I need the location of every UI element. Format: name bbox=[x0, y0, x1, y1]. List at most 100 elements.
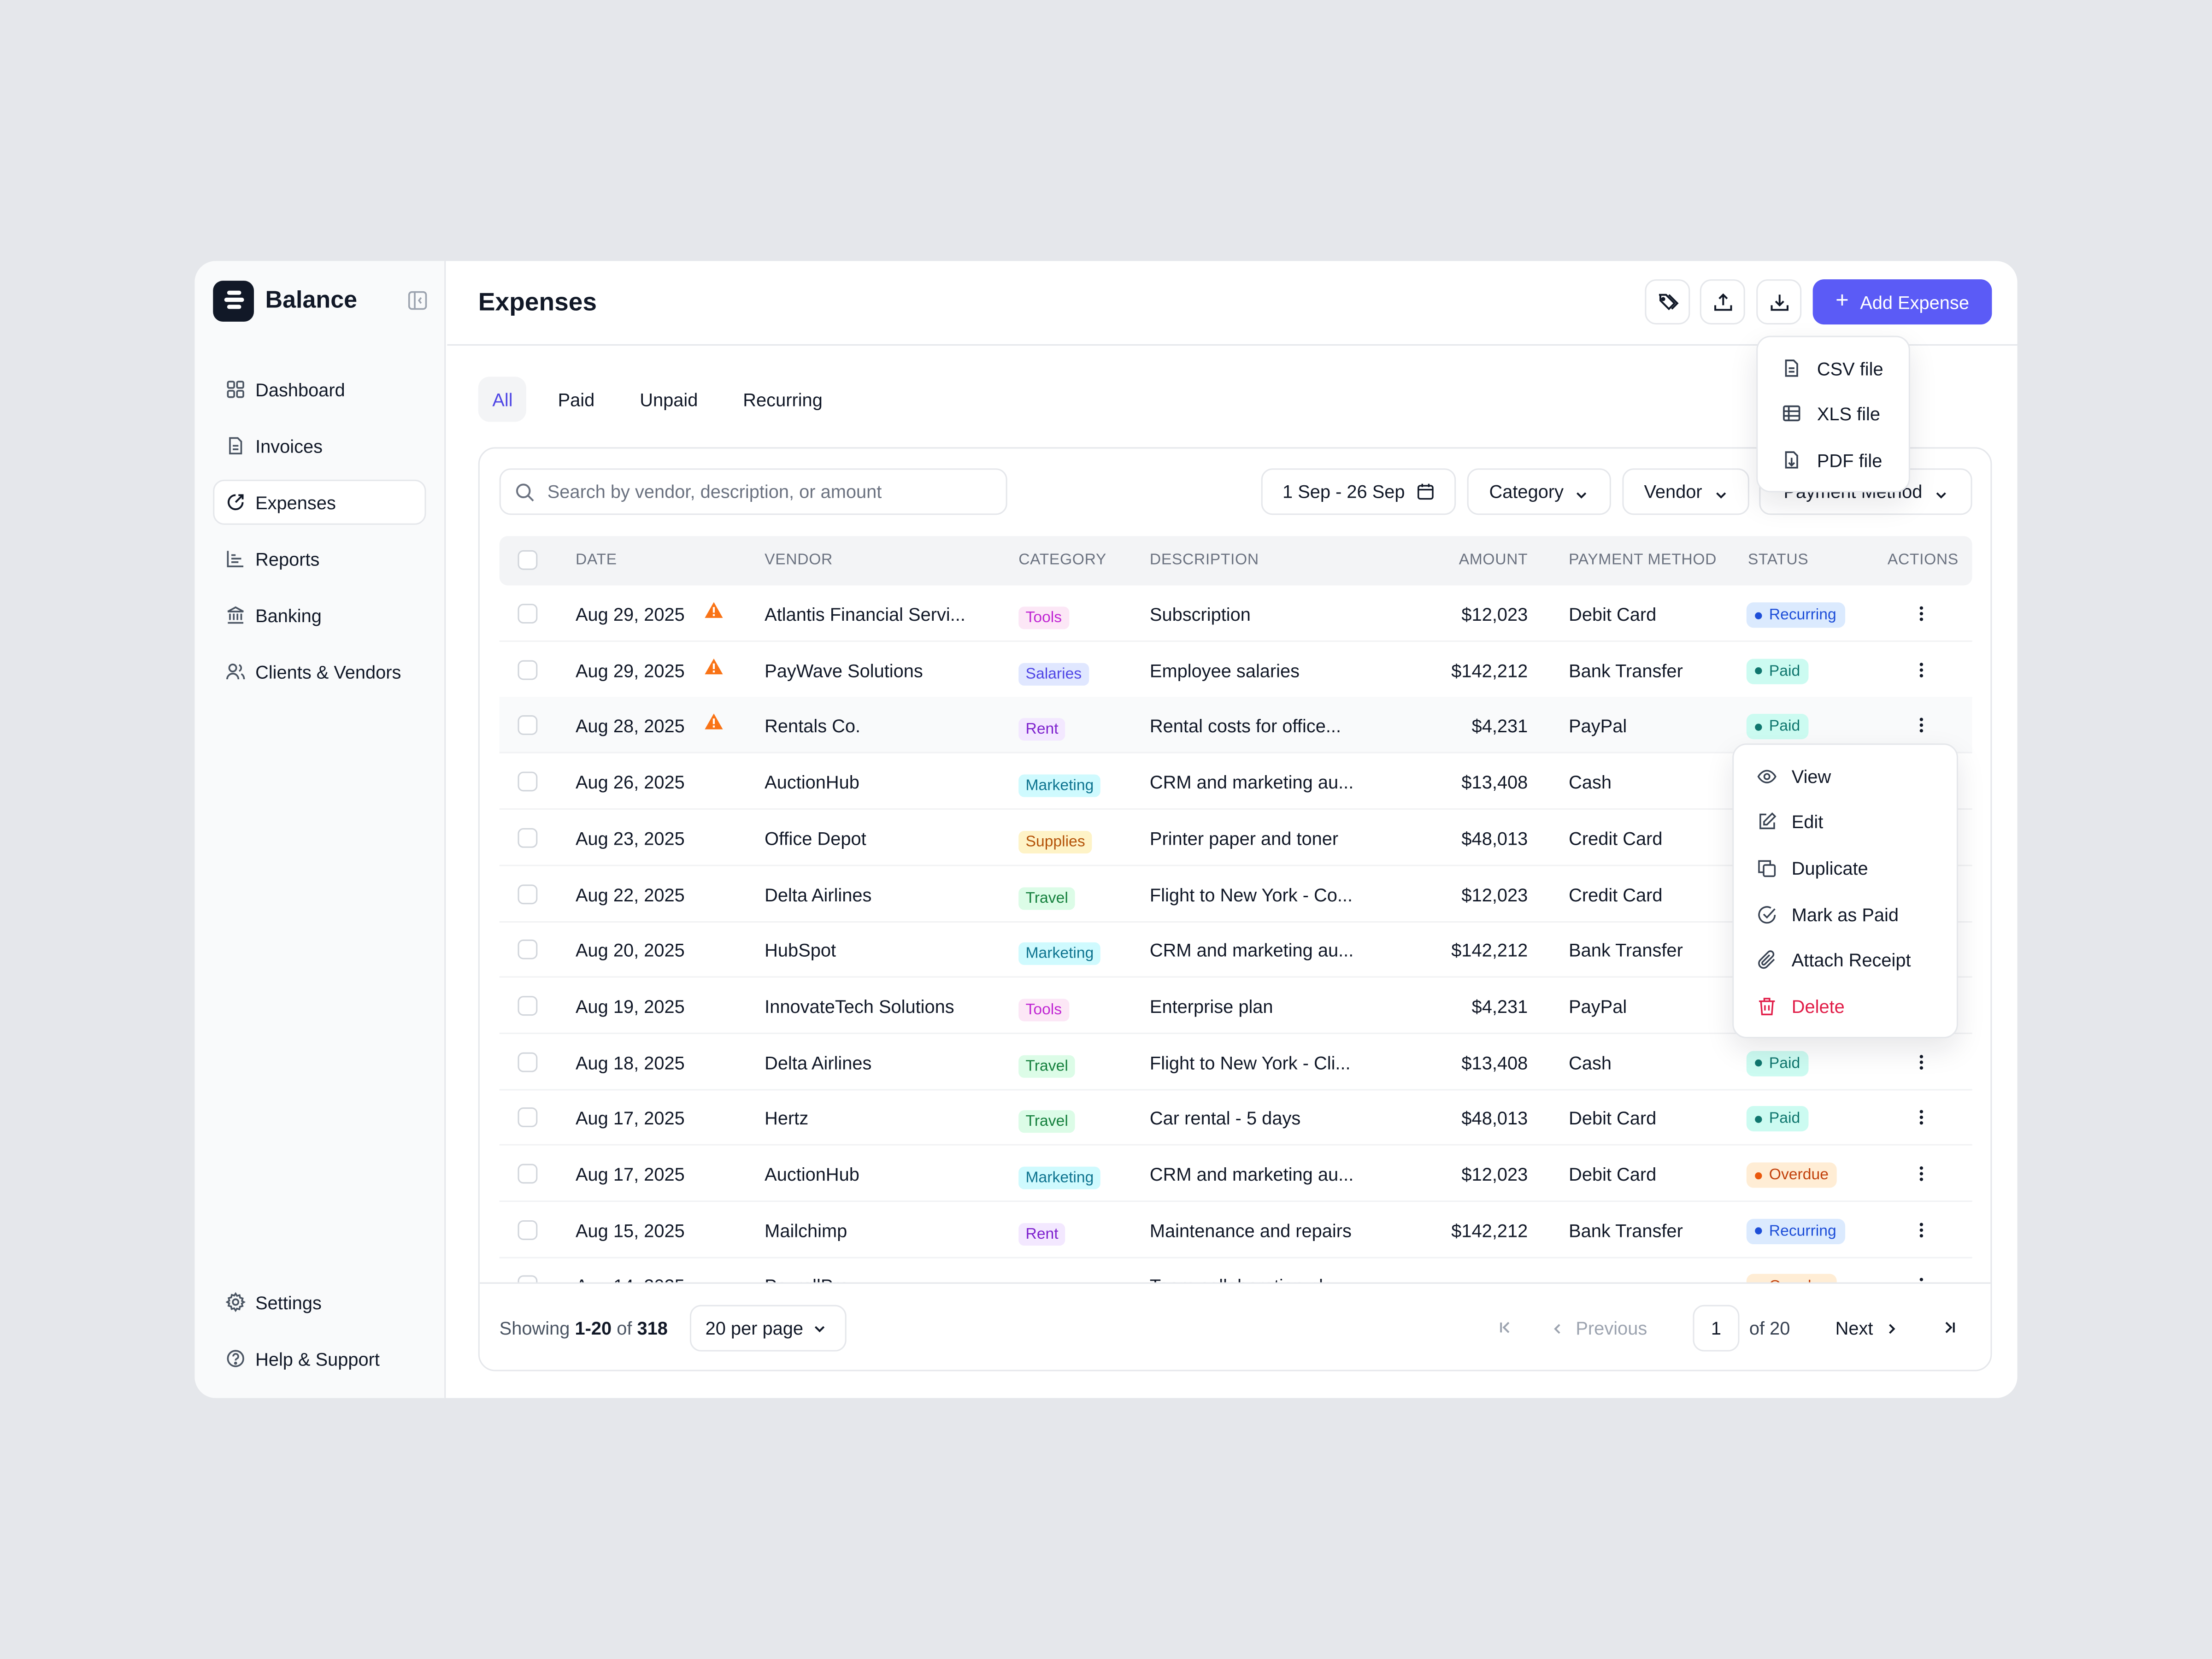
menu-item-view[interactable]: View bbox=[1734, 753, 1957, 799]
table-row[interactable]: Aug 26, 2025 AuctionHub Marketing CRM and m… bbox=[499, 753, 1972, 810]
collapse-sidebar-icon[interactable] bbox=[408, 291, 428, 311]
status-label: Paid bbox=[1769, 718, 1800, 736]
sidebar-item-banking[interactable]: Banking bbox=[213, 593, 426, 638]
row-checkbox[interactable] bbox=[518, 1052, 538, 1072]
more-vertical-icon[interactable] bbox=[1912, 604, 1931, 624]
per-page-select[interactable]: 20 per page bbox=[689, 1305, 847, 1352]
upload-icon bbox=[1712, 291, 1733, 312]
category-badge: Marketing bbox=[1018, 1166, 1101, 1189]
menu-item-csv-file[interactable]: CSV file bbox=[1758, 346, 1909, 391]
table-row[interactable]: Aug 29, 2025 PayWave Solutions Salaries Emp… bbox=[499, 641, 1972, 698]
date-cell: Aug 23, 2025 bbox=[575, 828, 685, 849]
more-vertical-icon[interactable] bbox=[1912, 716, 1931, 735]
status-badge: Recurring bbox=[1746, 1218, 1845, 1244]
row-checkbox[interactable] bbox=[518, 940, 538, 960]
tab-paid[interactable]: Paid bbox=[558, 388, 595, 410]
date-range-filter[interactable]: 1 Sep - 26 Sep bbox=[1261, 468, 1456, 515]
select-all-checkbox[interactable] bbox=[518, 550, 538, 570]
upload-button[interactable] bbox=[1700, 279, 1745, 325]
tab-recurring[interactable]: Recurring bbox=[743, 388, 823, 410]
row-checkbox[interactable] bbox=[518, 883, 538, 904]
sidebar-item-label: Clients & Vendors bbox=[255, 661, 401, 682]
column-header-description[interactable]: DESCRIPTION bbox=[1149, 551, 1259, 569]
sidebar-item-settings[interactable]: Settings bbox=[213, 1280, 426, 1325]
download-button[interactable] bbox=[1756, 279, 1802, 325]
row-checkbox[interactable] bbox=[518, 1220, 538, 1240]
menu-item-delete[interactable]: Delete bbox=[1734, 984, 1957, 1029]
more-vertical-icon[interactable] bbox=[1912, 1164, 1931, 1184]
amount-cell: $13,408 bbox=[1461, 771, 1528, 793]
date-cell: Aug 29, 2025 bbox=[575, 659, 685, 681]
table-row[interactable]: Aug 28, 2025 Rentals Co. Rent Rental costs … bbox=[499, 697, 1972, 754]
more-vertical-icon[interactable] bbox=[1912, 660, 1931, 680]
tab-unpaid[interactable]: Unpaid bbox=[640, 388, 698, 410]
next-label: Next bbox=[1835, 1318, 1873, 1339]
row-checkbox[interactable] bbox=[518, 659, 538, 680]
row-checkbox[interactable] bbox=[518, 995, 538, 1016]
row-checkbox[interactable] bbox=[518, 828, 538, 848]
plus-icon: + bbox=[1835, 289, 1849, 313]
sidebar-item-expenses[interactable]: Expenses bbox=[213, 479, 426, 525]
row-checkbox[interactable] bbox=[518, 1107, 538, 1128]
menu-item-attach-receipt[interactable]: Attach Receipt bbox=[1734, 938, 1957, 983]
sidebar-item-reports[interactable]: Reports bbox=[213, 536, 426, 581]
table-row[interactable]: Aug 20, 2025 HubSpot Marketing CRM and mark… bbox=[499, 922, 1972, 978]
menu-item-duplicate[interactable]: Duplicate bbox=[1734, 846, 1957, 891]
row-checkbox[interactable] bbox=[518, 1164, 538, 1184]
table-row[interactable]: Aug 17, 2025 AuctionHub Marketing CRM and m… bbox=[499, 1146, 1972, 1202]
column-header-date[interactable]: DATE bbox=[575, 551, 617, 569]
menu-item-mark-as-paid[interactable]: Mark as Paid bbox=[1734, 892, 1957, 937]
vendor-filter[interactable]: Vendor bbox=[1622, 468, 1749, 515]
table-row[interactable]: Aug 15, 2025 Mailchimp Rent Maintenance and… bbox=[499, 1201, 1972, 1258]
row-checkbox[interactable] bbox=[518, 771, 538, 792]
next-page-button[interactable]: Next bbox=[1835, 1318, 1899, 1339]
sidebar-nav: Dashboard Invoices Expenses Reports Banking C… bbox=[213, 367, 426, 706]
table-row[interactable]: Aug 17, 2025 Hertz Travel Car rental - 5 da… bbox=[499, 1089, 1972, 1146]
tab-all[interactable]: All bbox=[478, 377, 527, 422]
row-checkbox[interactable] bbox=[518, 604, 538, 624]
table-row[interactable]: Aug 22, 2025 Delta Airlines Travel Flight t… bbox=[499, 865, 1972, 922]
amount-cell: $12,023 bbox=[1461, 883, 1528, 905]
menu-item-label: PDF file bbox=[1817, 450, 1883, 471]
sidebar-item-invoices[interactable]: Invoices bbox=[213, 423, 426, 468]
menu-item-edit[interactable]: Edit bbox=[1734, 800, 1957, 845]
table-row[interactable]: Aug 29, 2025 Atlantis Financial Servi... T… bbox=[499, 585, 1972, 642]
tags-button[interactable] bbox=[1645, 279, 1690, 325]
help-icon bbox=[226, 1349, 246, 1369]
search-placeholder: Search by vendor, description, or amount bbox=[547, 481, 882, 502]
category-filter[interactable]: Category bbox=[1467, 468, 1611, 515]
table-row[interactable]: Aug 19, 2025 InnovateTech Solutions Tools E… bbox=[499, 977, 1972, 1034]
row-checkbox[interactable] bbox=[518, 716, 538, 736]
sidebar-item-dashboard[interactable]: Dashboard bbox=[213, 367, 426, 412]
sidebar-item-help-and-support[interactable]: Help & Support bbox=[213, 1336, 426, 1381]
column-header-category[interactable]: CATEGORY bbox=[1018, 551, 1107, 569]
column-header-amount[interactable]: AMOUNT bbox=[1459, 551, 1528, 569]
description-cell: CRM and marketing au... bbox=[1149, 1164, 1354, 1185]
table-row[interactable]: Aug 23, 2025 Office Depot Supplies Printer … bbox=[499, 810, 1972, 866]
payment-method-cell: Credit Card bbox=[1569, 828, 1663, 849]
search-icon bbox=[515, 482, 535, 501]
search-input[interactable]: Search by vendor, description, or amount bbox=[499, 468, 1007, 515]
status-label: Recurring bbox=[1769, 606, 1836, 624]
page-header: Expenses + bbox=[447, 261, 2018, 346]
column-header-status[interactable]: STATUS bbox=[1747, 551, 1809, 569]
vendor-cell: Mailchimp bbox=[765, 1220, 847, 1241]
add-expense-button[interactable]: + Add Expense bbox=[1812, 279, 1992, 325]
last-page-icon[interactable] bbox=[1941, 1319, 1958, 1340]
more-vertical-icon[interactable] bbox=[1912, 1052, 1931, 1071]
status-label: Paid bbox=[1769, 1111, 1800, 1128]
more-vertical-icon[interactable] bbox=[1912, 1108, 1931, 1128]
column-header-payment-method[interactable]: PAYMENT METHOD bbox=[1569, 551, 1717, 569]
payment-method-cell: Cash bbox=[1569, 1052, 1612, 1073]
previous-page-button[interactable]: Previous bbox=[1550, 1318, 1647, 1339]
more-vertical-icon[interactable] bbox=[1912, 1220, 1931, 1240]
logo-icon bbox=[213, 280, 254, 321]
sidebar-item-clients-and-vendors[interactable]: Clients & Vendors bbox=[213, 649, 426, 694]
current-page-input[interactable]: 1 bbox=[1693, 1305, 1740, 1352]
menu-item-xls-file[interactable]: XLS file bbox=[1758, 392, 1909, 437]
sidebar-item-label: Invoices bbox=[255, 435, 323, 457]
table-row[interactable]: Aug 18, 2025 Delta Airlines Travel Flight t… bbox=[499, 1034, 1972, 1090]
column-header-vendor[interactable]: VENDOR bbox=[765, 551, 833, 569]
menu-item-pdf-file[interactable]: PDF file bbox=[1758, 438, 1909, 483]
first-page-icon[interactable] bbox=[1497, 1319, 1514, 1340]
